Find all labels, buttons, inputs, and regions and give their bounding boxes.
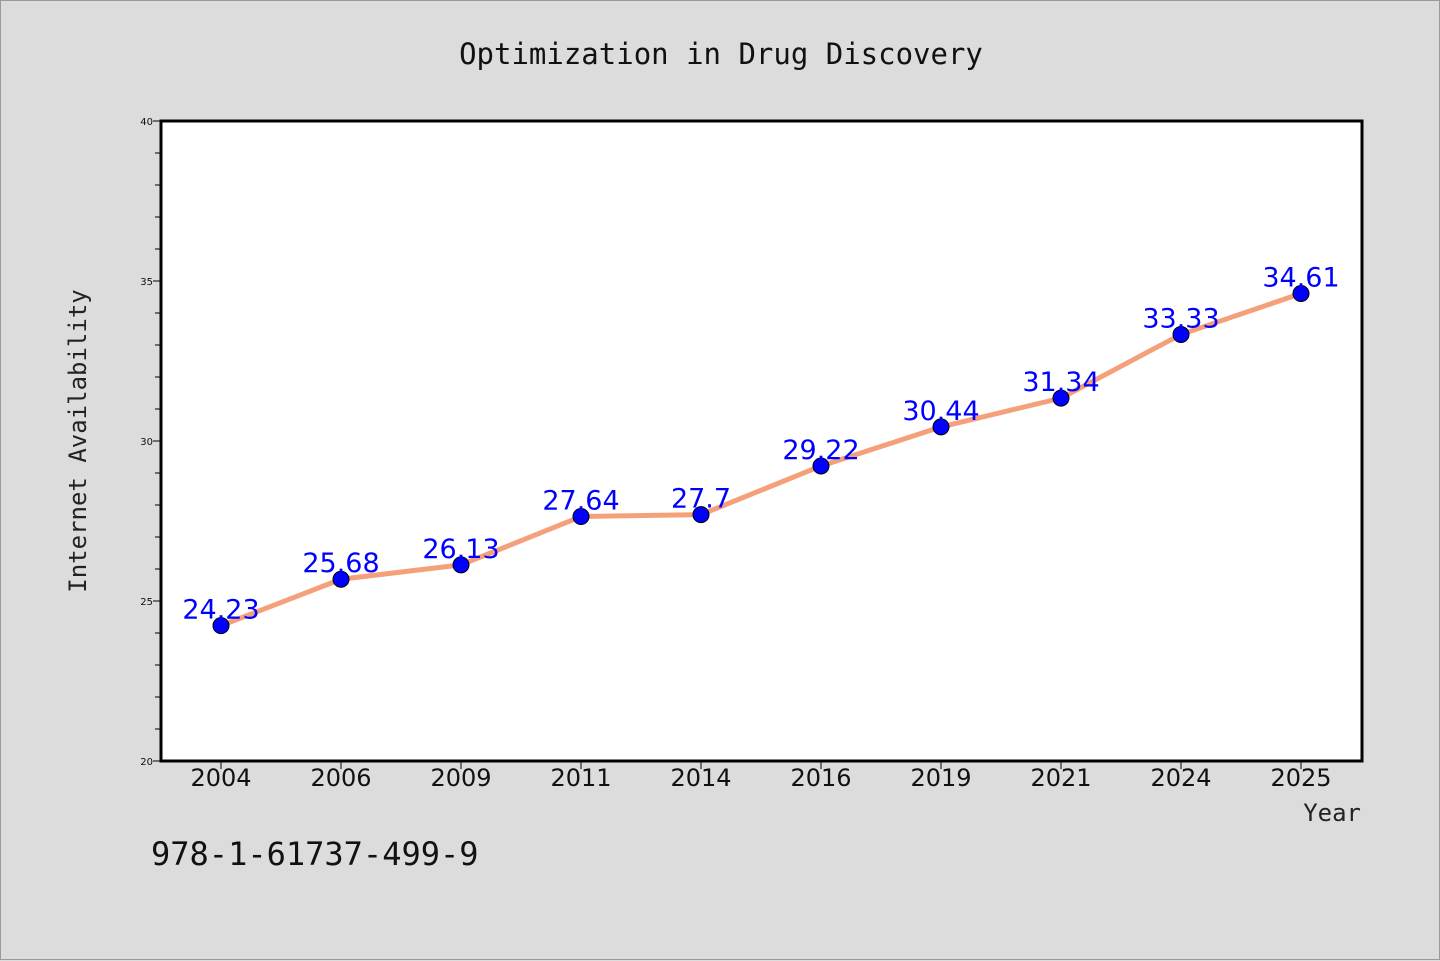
data-point [452, 556, 470, 574]
x-tick-label: 2009 [430, 764, 491, 792]
data-label: 33.33 [1142, 303, 1219, 334]
x-axis: 2004 2006 2009 2011 2014 2016 2019 2021 2024 2025 [190, 761, 1332, 792]
data-label: 26.13 [422, 534, 499, 565]
data-label: 25.68 [302, 548, 379, 579]
x-tick-label: 2006 [310, 764, 371, 792]
data-point [812, 457, 830, 475]
data-label: 31.34 [1022, 367, 1099, 398]
x-tick-label: 2014 [670, 764, 731, 792]
y-tick-label: 30 [140, 437, 153, 448]
data-point [1172, 325, 1190, 343]
chart-title: Optimization in Drug Discovery [459, 37, 983, 71]
x-axis-label: Year [1303, 799, 1361, 827]
data-point [332, 570, 350, 588]
data-label: 24.23 [182, 595, 259, 626]
data-label: 27.64 [542, 486, 619, 517]
data-label: 34.61 [1262, 262, 1339, 293]
y-tick-label: 20 [140, 757, 153, 768]
data-point [932, 418, 950, 436]
x-tick-label: 2016 [790, 764, 851, 792]
data-point [212, 617, 230, 635]
isbn-annotation: 978-1-61737-499-9 [151, 835, 479, 873]
series-line: 24.23 25.68 26.13 27.64 27.7 29.22 30.44 31.34 3… [182, 262, 1340, 635]
x-tick-label: 2019 [910, 764, 971, 792]
plot-area [161, 121, 1362, 761]
data-label: 29.22 [782, 435, 859, 466]
x-tick-label: 2011 [550, 764, 611, 792]
data-point [1052, 389, 1070, 407]
y-tick-label: 25 [140, 597, 153, 608]
data-label: 27.7 [671, 484, 731, 515]
plot-border [159, 119, 1364, 763]
data-label: 30.44 [902, 396, 979, 427]
x-tick-label: 2025 [1270, 764, 1331, 792]
data-point [1292, 284, 1310, 302]
y-axis-label: Internet Availability [64, 289, 92, 592]
x-tick-label: 2004 [190, 764, 251, 792]
y-tick-label: 40 [140, 117, 153, 128]
y-axis: 20 25 30 35 40 [140, 117, 161, 768]
data-point [572, 508, 590, 526]
x-tick-label: 2024 [1150, 764, 1211, 792]
x-tick-label: 2021 [1030, 764, 1091, 792]
series-polyline [218, 290, 1304, 629]
y-tick-label: 35 [140, 277, 153, 288]
data-point [692, 506, 710, 524]
